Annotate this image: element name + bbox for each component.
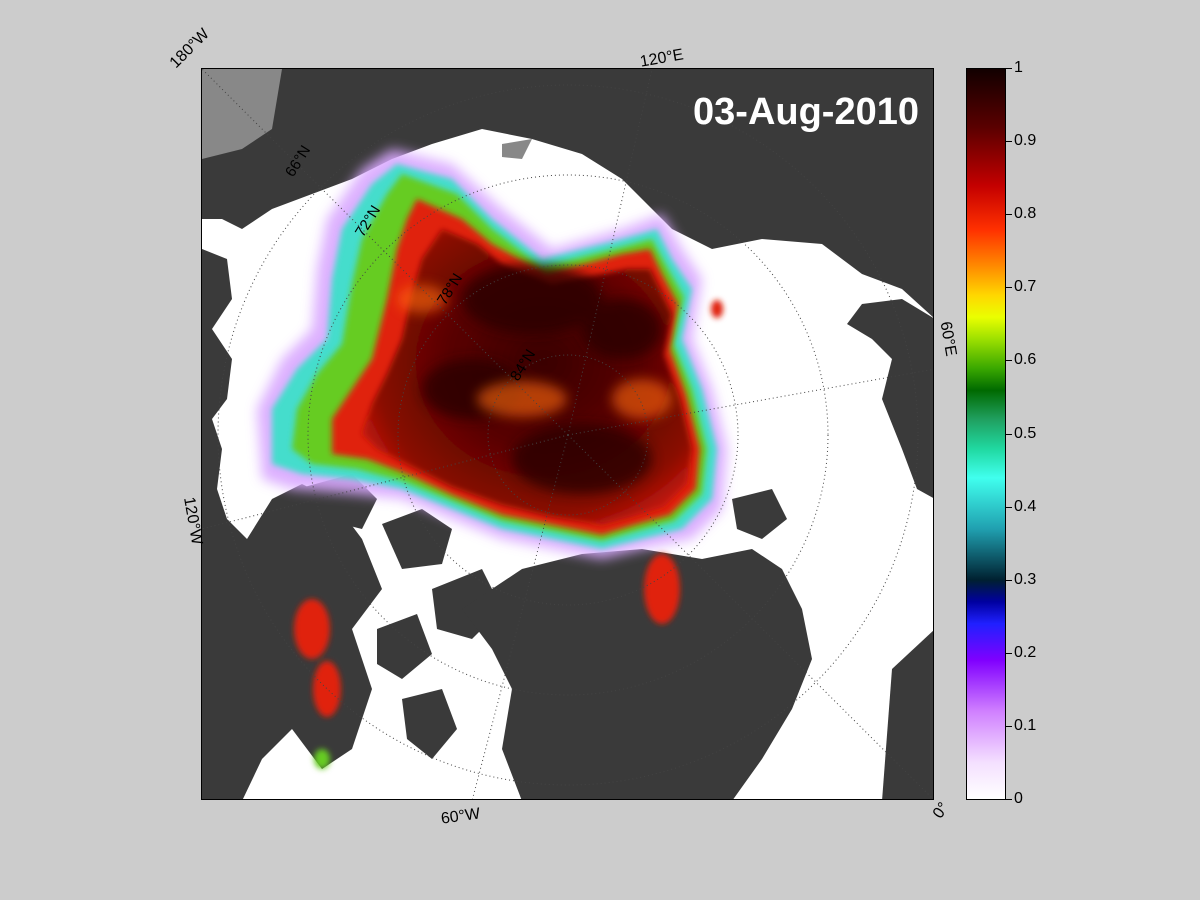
date-title: 03-Aug-2010	[693, 91, 919, 133]
mask-region-nw	[202, 69, 282, 159]
colorbar-tick-label: 0.2	[1014, 643, 1037, 661]
colorbar-tick-label: 0	[1014, 790, 1023, 807]
colorbar-tick-label: 0.4	[1014, 497, 1037, 515]
colorbar-tick-label: 0.8	[1014, 205, 1037, 223]
land-svalbard	[732, 489, 787, 539]
longitude-label-0: 0°	[929, 799, 953, 822]
colorbar-tick-mark	[1006, 141, 1012, 143]
colorbar-tick-label: 0.5	[1014, 424, 1037, 442]
longitude-label-60w: 60°W	[439, 805, 482, 828]
polar-projection-canvas	[202, 69, 933, 799]
land-siberia	[202, 69, 933, 318]
land-archipelago-2	[382, 509, 452, 569]
longitude-label-180w: 180°W	[166, 25, 213, 72]
colorbar-tick-label: 0.1	[1014, 716, 1037, 734]
colorbar-tick-mark	[1006, 725, 1012, 727]
ice-archipelago-patches	[294, 300, 723, 769]
colorbar-tick-mark	[1006, 652, 1012, 654]
graticule	[202, 69, 933, 799]
colorbar-tick-label: 0.6	[1014, 351, 1037, 369]
sea-ice-field	[257, 149, 727, 769]
colorbar-tick-mark	[1006, 214, 1012, 216]
longitude-label-60e: 60°E	[936, 320, 960, 358]
colorbar-tick-mark	[1006, 360, 1012, 362]
colorbar-gradient	[967, 69, 1005, 799]
colorbar-tick-label: 0.7	[1014, 278, 1037, 296]
land-greenland	[462, 549, 812, 799]
colorbar-tick-label: 1	[1014, 59, 1023, 76]
colorbar-tick-label: 0.3	[1014, 570, 1037, 588]
colorbar-tick-mark	[1006, 287, 1012, 289]
mask-region-ne	[502, 139, 532, 159]
land-scandinavia	[847, 299, 933, 498]
colorbar	[966, 68, 1006, 800]
land-alaska	[202, 249, 382, 799]
land-masses	[202, 69, 933, 799]
colorbar-tick-mark	[1006, 433, 1012, 435]
sea-ice-concentration-map: 03-Aug-2010 66°N 72°N 78°N 84°N	[201, 68, 934, 800]
colorbar-tick-mark	[1006, 799, 1012, 800]
mask-regions	[202, 69, 532, 159]
colorbar-tick-mark	[1006, 68, 1012, 69]
land-archipelago-4	[377, 614, 432, 679]
colorbar-tick-label: 0.9	[1014, 132, 1037, 150]
ice-orange-highlights	[397, 285, 672, 419]
land-europe-corner	[882, 630, 933, 799]
colorbar-tick-mark	[1006, 579, 1012, 581]
land-archipelago-5	[402, 689, 457, 759]
colorbar-tick-mark	[1006, 506, 1012, 508]
